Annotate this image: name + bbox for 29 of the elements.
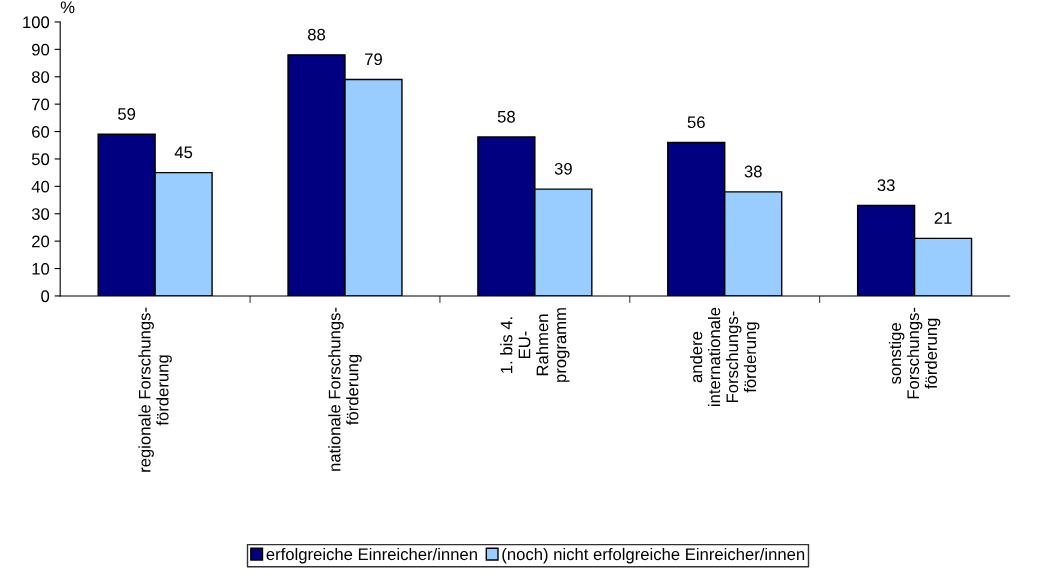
y-tick-label: 70 — [32, 98, 50, 111]
y-tick-label: 60 — [32, 125, 50, 138]
x-tick-label: nationale Forschungs- förderung — [328, 307, 362, 471]
y-tick-label: 20 — [32, 235, 50, 248]
data-label: 56 — [687, 116, 705, 129]
data-label: 45 — [174, 146, 193, 159]
y-tick-label: 50 — [31, 153, 50, 166]
y-tick-label: 30 — [31, 208, 50, 220]
data-label: 88 — [307, 28, 326, 41]
x-tick-label: regionale Forschungs- förderung — [138, 307, 172, 472]
y-tick-label: 90 — [32, 43, 50, 56]
data-label: 79 — [365, 53, 382, 66]
x-tick-label: 1. bis 4. EU- Rahmen programm — [500, 308, 570, 382]
data-label: 58 — [497, 110, 515, 123]
legend-label: erfolgreiche Einreicher/innen — [266, 547, 477, 564]
x-tick-label: sonstige Forschungs- förderung — [888, 307, 941, 399]
y-tick-label: 80 — [31, 71, 50, 83]
data-label: 21 — [934, 212, 952, 224]
data-label: 38 — [744, 165, 762, 178]
data-label: 39 — [554, 162, 572, 175]
y-tick-label: 0 — [41, 290, 50, 303]
y-tick-label: 40 — [31, 180, 50, 193]
y-tick-label: 10 — [32, 262, 50, 275]
y-tick-label: 100 — [23, 16, 50, 29]
legend-label: (noch) nicht erfolgreiche Einreicher/innen — [502, 547, 805, 564]
x-tick-label: andere internationale Forschungs- förderung — [690, 307, 760, 406]
y-axis-title: % — [60, 1, 75, 14]
data-label: 33 — [877, 179, 895, 192]
data-label: 59 — [118, 108, 136, 120]
